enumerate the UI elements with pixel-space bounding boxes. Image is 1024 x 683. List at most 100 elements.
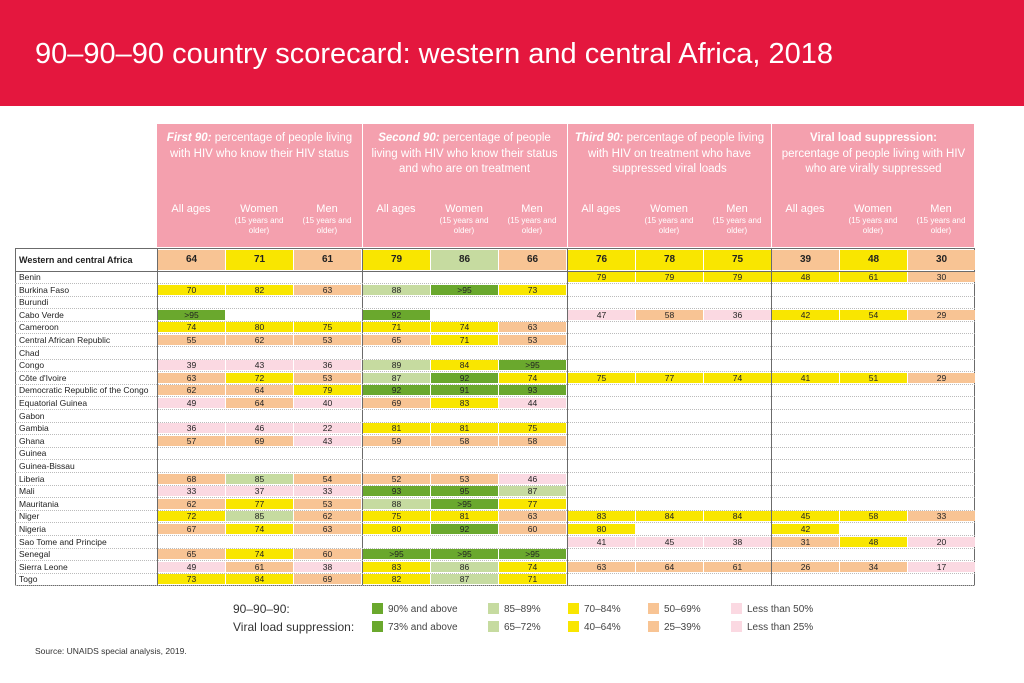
score-cell: 77 xyxy=(636,372,703,383)
score-cell: 63 xyxy=(158,372,225,383)
score-cell: 81 xyxy=(363,423,430,434)
score-cell: 42 xyxy=(772,524,839,534)
country-label: Liberia xyxy=(19,473,45,484)
country-label: Gabon xyxy=(19,410,45,421)
score-cell: 33 xyxy=(294,486,361,497)
score-cell: 83 xyxy=(568,511,635,522)
header-group-lead: First 90: xyxy=(166,132,212,144)
subheader-label: All ages xyxy=(581,203,621,215)
region-label: Western and central Africa xyxy=(19,255,133,265)
score-cell: 81 xyxy=(431,423,498,434)
score-cell: 54 xyxy=(840,309,907,320)
score-cell: 36 xyxy=(158,423,225,434)
score-cell: 83 xyxy=(363,561,430,572)
score-cell: 33 xyxy=(908,511,975,522)
score-cell: 75 xyxy=(568,372,635,383)
score-cell: 42 xyxy=(772,309,839,320)
grid-line xyxy=(15,497,975,499)
subheader-label: Men xyxy=(930,203,952,215)
score-cell: 63 xyxy=(499,322,566,333)
score-cell: >95 xyxy=(499,549,566,560)
score-cell: 81 xyxy=(431,511,498,522)
score-cell: 82 xyxy=(363,574,430,585)
subheader-note: (15 years and older) xyxy=(712,216,762,235)
score-cell: 93 xyxy=(363,486,430,497)
subheader-women: Women (15 years and older) xyxy=(430,203,498,236)
score-cell: 71 xyxy=(363,322,430,333)
score-cell: 93 xyxy=(499,385,566,396)
title-banner: 90–90–90 country scorecard: western and … xyxy=(0,0,1024,106)
score-cell: 60 xyxy=(294,549,361,560)
score-cell: 53 xyxy=(499,335,566,345)
legend-label: 70–84% xyxy=(584,604,621,615)
header-group-4: Viral load suppression: percentage of peo… xyxy=(771,124,976,199)
score-cell: 53 xyxy=(294,372,361,383)
subheader-label: Women xyxy=(854,203,892,215)
subheader-note: (15 years and older) xyxy=(916,216,966,235)
score-cell: 49 xyxy=(158,398,225,408)
country-label: Sao Tome and Principe xyxy=(19,536,107,547)
score-cell: 67 xyxy=(158,524,225,534)
grid-line xyxy=(15,434,975,436)
score-cell: 51 xyxy=(840,372,907,383)
score-cell: 49 xyxy=(158,561,225,572)
score-cell: 91 xyxy=(431,385,498,396)
country-label: Sierra Leone xyxy=(19,561,68,572)
score-cell: 62 xyxy=(158,498,225,509)
grid-line xyxy=(15,271,975,272)
score-cell: 58 xyxy=(431,435,498,446)
score-cell: 75 xyxy=(294,322,361,333)
score-cell: 74 xyxy=(158,322,225,333)
score-cell: 79 xyxy=(636,272,703,282)
score-cell: 78 xyxy=(636,250,703,270)
score-cell: 69 xyxy=(363,398,430,408)
score-cell: 48 xyxy=(772,272,839,282)
score-cell: 74 xyxy=(431,322,498,333)
score-cell: 62 xyxy=(226,335,293,345)
legend-title-909090: 90–90–90: xyxy=(233,602,290,616)
grid-line xyxy=(15,547,975,549)
score-cell: 53 xyxy=(294,335,361,345)
score-cell: 20 xyxy=(908,536,975,547)
subheader-label: All ages xyxy=(171,203,211,215)
score-cell: 39 xyxy=(772,250,839,270)
score-cell: 36 xyxy=(294,360,361,371)
header-divider xyxy=(362,124,363,247)
score-cell: 45 xyxy=(772,511,839,522)
legend-item: Less than 50% xyxy=(731,603,813,615)
score-cell: 60 xyxy=(499,524,566,534)
country-label: Mali xyxy=(19,486,35,497)
score-cell: 87 xyxy=(363,372,430,383)
score-cell: 30 xyxy=(908,250,975,270)
legend-label: Less than 50% xyxy=(747,604,814,615)
score-cell: 43 xyxy=(226,360,293,371)
score-cell: 92 xyxy=(363,309,430,320)
subheader-men: Men (15 years and older) xyxy=(498,203,566,236)
score-cell: 71 xyxy=(226,250,293,270)
country-label: Central African Republic xyxy=(19,335,111,345)
legend-label: 40–64% xyxy=(584,622,621,633)
score-cell: 57 xyxy=(158,435,225,446)
country-label: Ghana xyxy=(19,435,45,446)
legend-swatch xyxy=(648,603,659,614)
grid-line xyxy=(567,248,568,586)
score-cell: 22 xyxy=(294,423,361,434)
table-header xyxy=(157,124,974,247)
country-label: Equatorial Guinea xyxy=(19,398,88,408)
legend-item: 40–64% xyxy=(568,621,621,633)
subheader-men: Men (15 years and older) xyxy=(907,203,975,236)
score-cell: 79 xyxy=(363,250,430,270)
score-cell: 31 xyxy=(772,536,839,547)
score-cell: 69 xyxy=(226,435,293,446)
score-cell: >95 xyxy=(363,549,430,560)
grid-line xyxy=(15,283,975,284)
legend-swatch xyxy=(488,603,499,614)
score-cell: 86 xyxy=(431,561,498,572)
grid-line xyxy=(15,358,975,360)
score-cell: 80 xyxy=(363,524,430,534)
score-cell: 64 xyxy=(636,561,703,572)
legend-swatch xyxy=(488,621,499,632)
country-label: Cameroon xyxy=(19,322,59,333)
score-cell: 88 xyxy=(363,498,430,509)
country-label: Mauritania xyxy=(19,498,59,509)
